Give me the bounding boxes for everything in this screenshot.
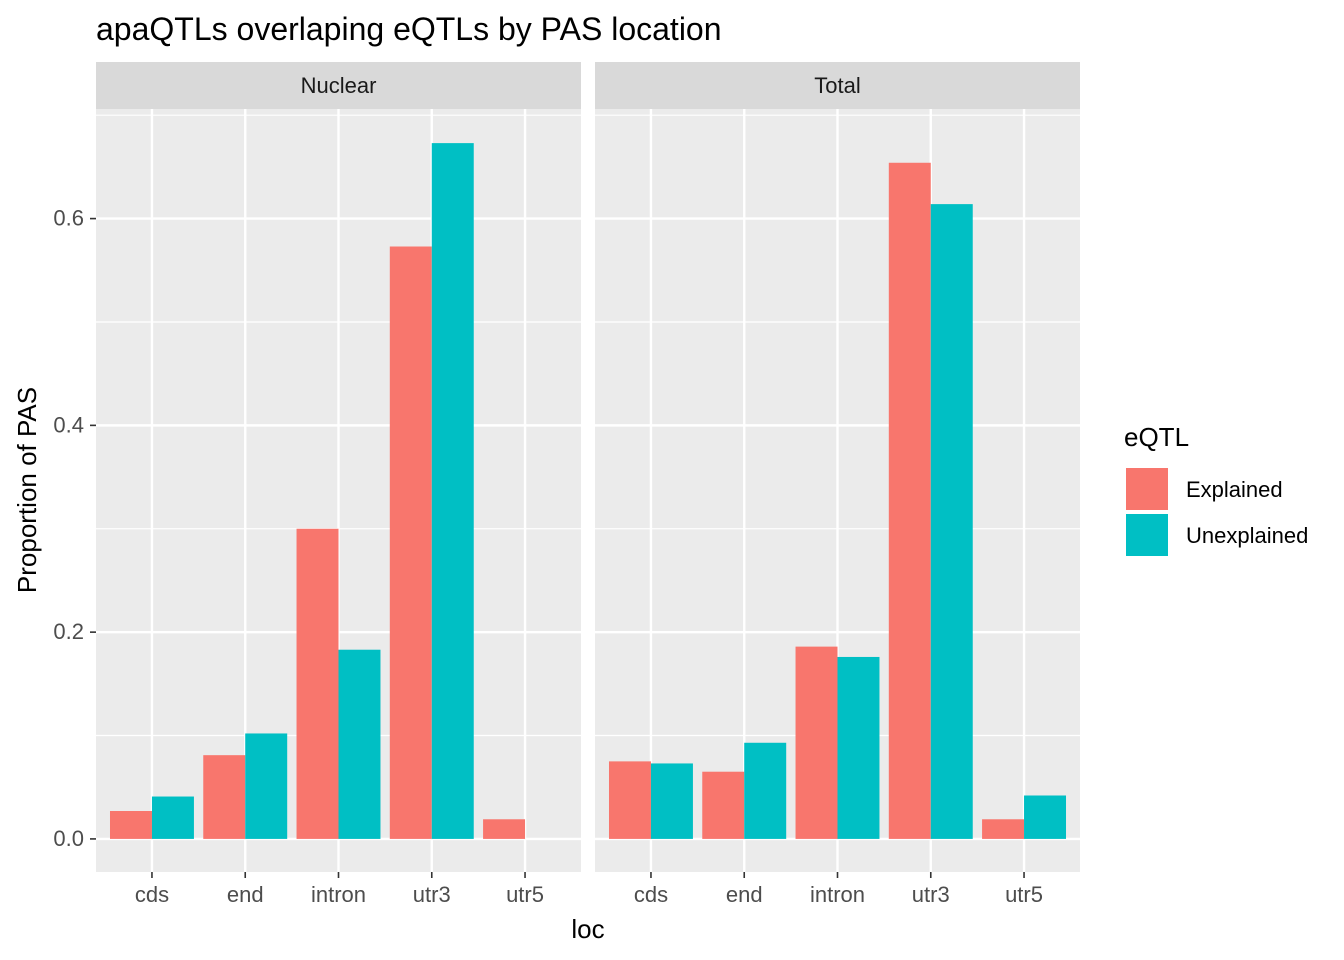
bar-total-utr5-explained — [982, 819, 1025, 839]
facet-strip — [595, 62, 1080, 109]
bar-total-cds-explained — [608, 761, 651, 839]
bar-nuclear-utr3-explained — [389, 246, 432, 839]
chart-title: apaQTLs overlaping eQTLs by PAS location — [96, 11, 722, 47]
bar-total-utr5-unexplained — [1024, 795, 1067, 839]
bar-total-intron-explained — [795, 646, 838, 839]
facet-nuclear: Nuclear cds end intron utr3 utr5 0.0 0.2 0.4 0.6 — [53, 62, 581, 907]
facet-total: Total cds end intron utr3 utr5 — [595, 62, 1080, 907]
x-tick-label: end — [726, 882, 763, 907]
y-axis-label: Proportion of PAS — [12, 387, 42, 593]
y-tick-label: 0.6 — [53, 206, 84, 231]
x-tick-label: cds — [135, 882, 169, 907]
bar-total-end-unexplained — [744, 742, 787, 839]
bar-total-end-explained — [702, 771, 745, 839]
y-tick-label: 0.4 — [53, 412, 84, 437]
x-tick-label: utr3 — [413, 882, 451, 907]
x-axis-label: loc — [571, 914, 604, 944]
facet-panels: Nuclear cds end intron utr3 utr5 0.0 0.2 0.4 0.6 T… — [53, 62, 1080, 907]
x-tick-label: intron — [311, 882, 366, 907]
legend-title: eQTL — [1124, 422, 1189, 452]
y-tick-label: 0.0 — [53, 826, 84, 851]
facet-strip — [96, 62, 581, 109]
x-tick-label: end — [227, 882, 264, 907]
y-tick-label: 0.2 — [53, 619, 84, 644]
bar-total-cds-unexplained — [650, 763, 693, 839]
bar-nuclear-utr5-explained — [483, 819, 526, 839]
facet-strip-label: Total — [814, 73, 860, 98]
legend-label: Unexplained — [1186, 523, 1308, 548]
bar-nuclear-end-unexplained — [245, 733, 288, 839]
x-tick-label: cds — [634, 882, 668, 907]
bar-total-utr3-explained — [888, 162, 931, 839]
bar-nuclear-cds-explained — [109, 811, 152, 839]
legend: eQTL Explained Unexplained — [1124, 422, 1308, 556]
bar-total-utr3-unexplained — [930, 204, 973, 839]
bar-nuclear-utr3-unexplained — [431, 143, 474, 839]
facet-strip-label: Nuclear — [301, 73, 377, 98]
bar-total-intron-unexplained — [837, 656, 880, 839]
legend-swatch-unexplained — [1126, 514, 1168, 556]
x-tick-label: intron — [810, 882, 865, 907]
bar-nuclear-intron-unexplained — [338, 649, 381, 839]
legend-swatch-explained — [1126, 468, 1168, 510]
x-tick-label: utr3 — [912, 882, 950, 907]
bar-nuclear-end-explained — [203, 755, 246, 839]
legend-items: Explained Unexplained — [1126, 468, 1308, 556]
x-tick-label: utr5 — [506, 882, 544, 907]
bar-nuclear-intron-explained — [296, 528, 339, 839]
x-tick-label: utr5 — [1005, 882, 1043, 907]
legend-label: Explained — [1186, 477, 1283, 502]
bar-nuclear-cds-unexplained — [151, 796, 194, 839]
